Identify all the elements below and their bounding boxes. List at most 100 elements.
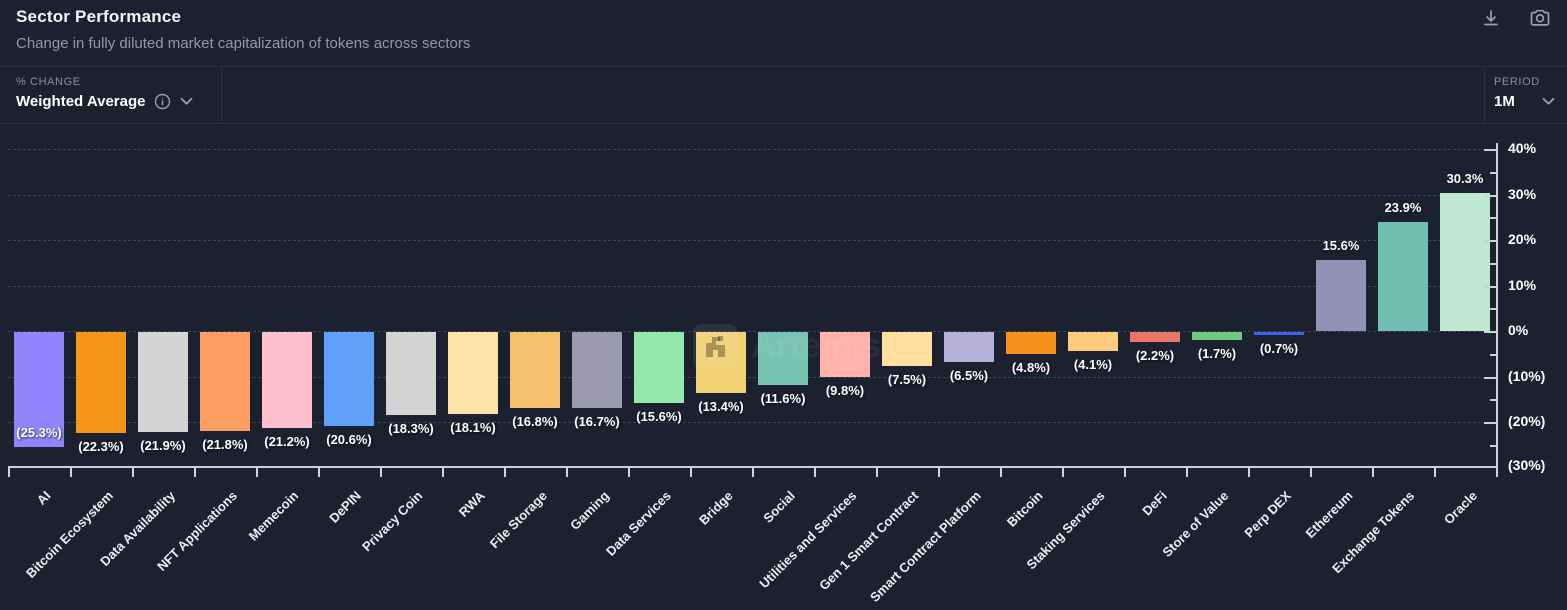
bar-value-label: (15.6%) <box>636 409 682 424</box>
bar[interactable] <box>76 332 126 434</box>
x-axis-label: Store of Value <box>1159 488 1232 560</box>
y-axis-tick <box>1484 149 1496 151</box>
bar[interactable] <box>1254 332 1304 336</box>
bar-value-label: (4.1%) <box>1073 357 1113 372</box>
x-axis-label: AI <box>33 488 54 508</box>
bar[interactable] <box>882 332 932 367</box>
metric-label: % CHANGE <box>16 76 81 88</box>
y-axis-label: 0% <box>1508 322 1529 338</box>
bar-value-label: (21.2%) <box>264 434 310 449</box>
download-icon <box>1481 8 1501 28</box>
x-axis-tick <box>194 468 196 477</box>
x-axis-label: Bridge <box>695 488 736 528</box>
bar[interactable] <box>200 332 250 432</box>
x-axis-label: Social <box>759 488 798 526</box>
x-axis-label: Bitcoin Ecosystem <box>22 488 116 581</box>
bar[interactable] <box>1378 222 1428 331</box>
bar-value-label: 30.3% <box>1446 171 1484 186</box>
gridline <box>8 149 1496 150</box>
chevron-down-icon <box>180 97 193 106</box>
x-axis-label: File Storage <box>486 488 550 552</box>
chart-subtitle: Change in fully diluted market capitaliz… <box>16 35 471 52</box>
bar[interactable] <box>1316 260 1366 331</box>
x-axis-tick <box>566 468 568 477</box>
y-axis-tick <box>1484 240 1496 242</box>
x-axis-tick <box>442 468 444 477</box>
bar[interactable] <box>1130 332 1180 342</box>
info-icon <box>154 93 171 110</box>
bar[interactable] <box>262 332 312 429</box>
y-axis-minor-tick <box>1490 354 1496 356</box>
bar[interactable] <box>386 332 436 416</box>
metric-dropdown[interactable]: % CHANGE Weighted Average <box>0 67 222 123</box>
bar-value-label: (18.3%) <box>388 421 434 436</box>
x-axis-tick <box>256 468 258 477</box>
bar[interactable] <box>1068 332 1118 351</box>
bar[interactable] <box>510 332 560 409</box>
bar-value-label: (16.7%) <box>574 414 620 429</box>
y-axis-label: 20% <box>1508 231 1537 247</box>
bar[interactable] <box>448 332 498 415</box>
x-axis-label: Memecoin <box>246 488 302 544</box>
y-axis-minor-tick <box>1490 308 1496 310</box>
bar[interactable] <box>758 332 808 385</box>
period-value: 1M <box>1494 93 1515 110</box>
gridline <box>8 195 1496 196</box>
gridline <box>8 422 1496 423</box>
bar-value-label: (1.7%) <box>1197 346 1237 361</box>
x-axis-tick <box>1434 468 1436 477</box>
y-axis-label: 30% <box>1508 186 1537 202</box>
x-axis-tick <box>8 468 10 477</box>
y-axis-label: (10%) <box>1508 368 1546 384</box>
chevron-down-icon <box>1542 97 1555 106</box>
bar[interactable] <box>1006 332 1056 354</box>
bar[interactable] <box>1192 332 1242 340</box>
x-axis-label: Smart Contract Platform <box>866 488 984 605</box>
bar-value-label: (2.2%) <box>1135 348 1175 363</box>
bar[interactable] <box>324 332 374 426</box>
x-axis-tick <box>1496 468 1498 477</box>
y-axis-tick <box>1484 377 1496 379</box>
bar[interactable] <box>696 332 746 393</box>
y-axis-label: 10% <box>1508 277 1537 293</box>
bar[interactable] <box>820 332 870 377</box>
y-axis-tick <box>1484 286 1496 288</box>
bar-value-label: (9.8%) <box>825 383 865 398</box>
x-axis-tick <box>132 468 134 477</box>
bar-value-label: (18.1%) <box>450 420 496 435</box>
download-button[interactable] <box>1479 6 1503 30</box>
x-axis-label: Oracle <box>1440 488 1480 528</box>
bar[interactable] <box>138 332 188 432</box>
x-axis <box>8 466 1498 468</box>
bar[interactable] <box>634 332 684 403</box>
y-axis-label: (20%) <box>1508 413 1546 429</box>
x-axis-tick <box>628 468 630 477</box>
bar-value-label: (7.5%) <box>887 372 927 387</box>
camera-icon <box>1529 8 1551 28</box>
gridline <box>8 377 1496 378</box>
y-axis-label: 40% <box>1508 140 1537 156</box>
bar-value-label: (21.8%) <box>202 437 248 452</box>
bar[interactable] <box>572 332 622 408</box>
y-axis-minor-tick <box>1490 445 1496 447</box>
bar[interactable] <box>14 332 64 448</box>
header-toolbar <box>1479 6 1553 30</box>
bar[interactable] <box>944 332 994 362</box>
gridline <box>8 240 1496 241</box>
y-axis-minor-tick <box>1490 399 1496 401</box>
chart-controls: % CHANGE Weighted Average PERIOD 1M <box>0 66 1567 124</box>
bar-value-label: (22.3%) <box>78 439 124 454</box>
period-dropdown[interactable]: PERIOD 1M <box>1484 67 1567 123</box>
x-axis-label: Bitcoin <box>1003 488 1046 530</box>
x-axis-tick <box>752 468 754 477</box>
x-axis-tick <box>1124 468 1126 477</box>
period-label: PERIOD <box>1494 76 1540 88</box>
screenshot-button[interactable] <box>1527 6 1553 30</box>
bar[interactable] <box>1440 193 1490 331</box>
widget-header: Sector Performance Change in fully dilut… <box>0 0 1567 66</box>
bar-value-label: 15.6% <box>1322 238 1360 253</box>
y-axis <box>1496 143 1498 472</box>
x-axis-label: Privacy Coin <box>359 488 426 555</box>
y-axis-tick <box>1484 466 1496 468</box>
